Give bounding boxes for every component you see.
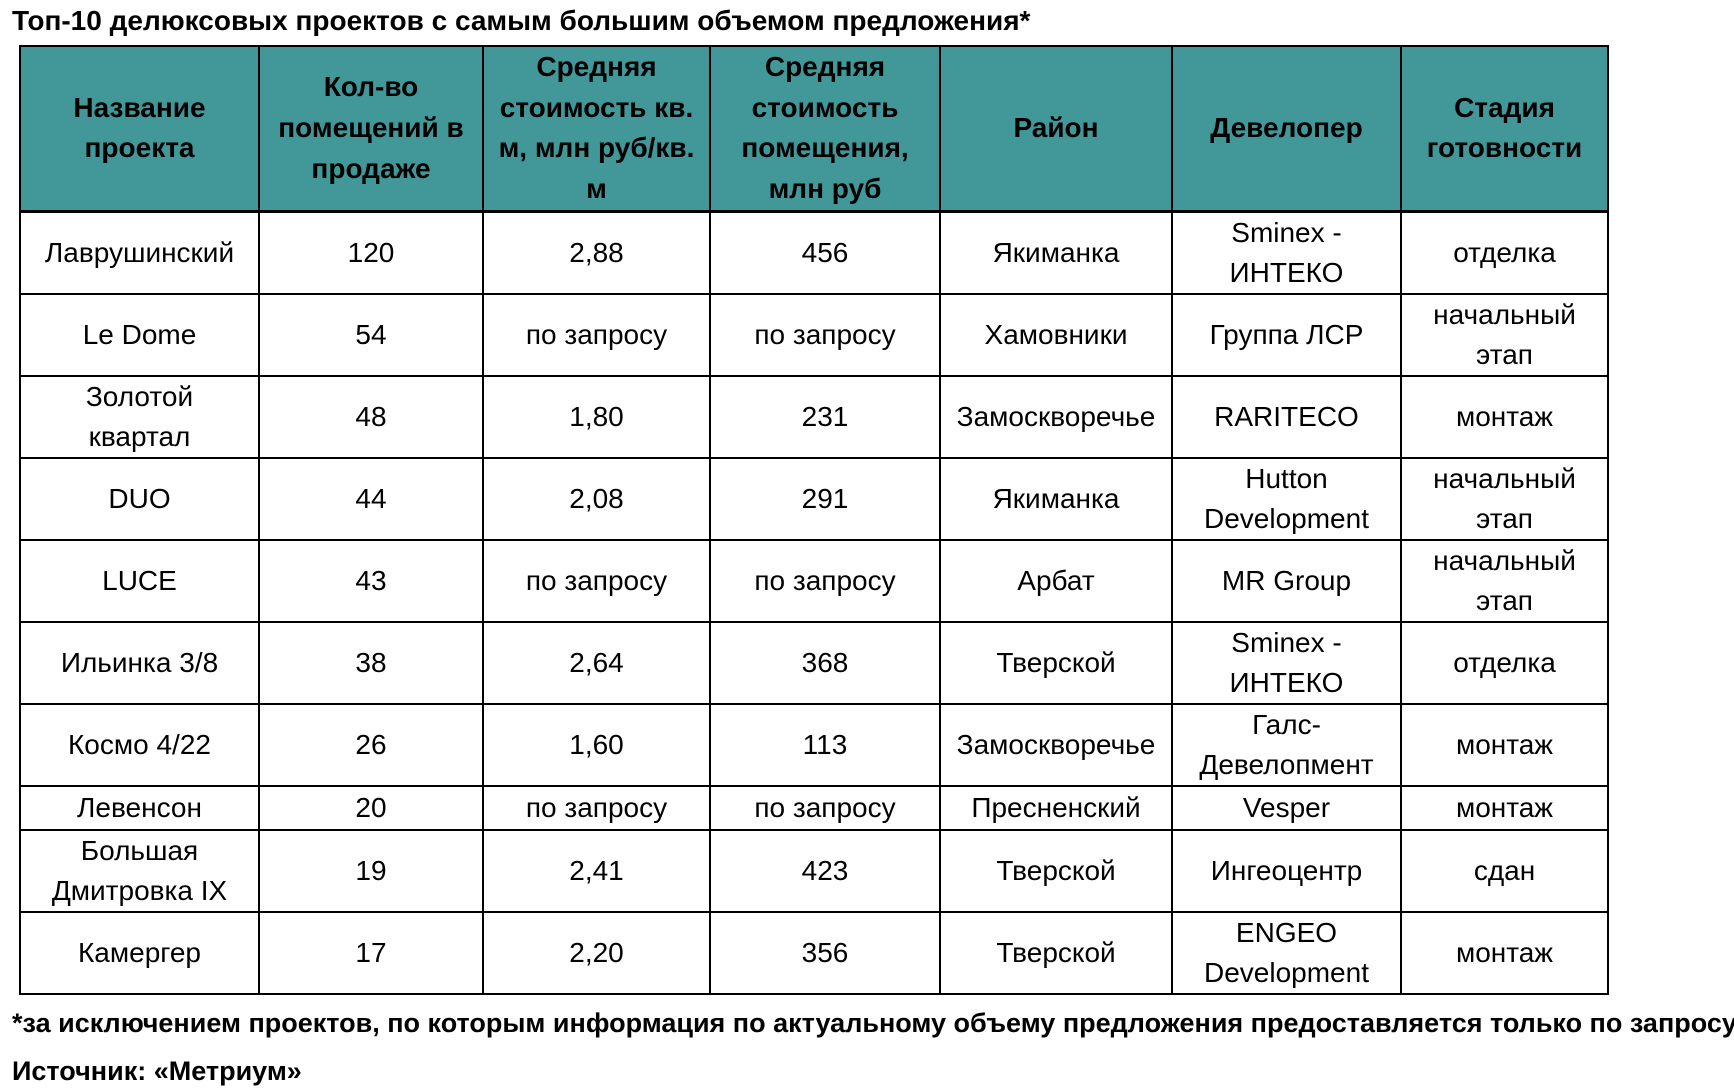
cell-developer: Sminex - ИНТЕКО — [1171, 620, 1402, 705]
cell-units_for_sale: 26 — [258, 702, 484, 788]
cell-avg_unit_price_mln_rub: 231 — [709, 374, 941, 459]
cell-project_name: Большая Дмитровка IX — [19, 828, 260, 914]
cell-avg_unit_price_mln_rub: 456 — [709, 210, 941, 295]
cell-readiness_stage: монтаж — [1400, 911, 1609, 996]
cell-avg_price_per_sqm_mln_rub: 1,80 — [482, 374, 711, 459]
cell-avg_unit_price_mln_rub: 291 — [709, 456, 941, 541]
column-header-project_name: Название проекта — [19, 45, 260, 213]
table-row: Ильинка 3/8 38 2,64 368 Тверской Sminex - ИНТ… — [19, 620, 1609, 705]
cell-readiness_stage: начальный этап — [1400, 292, 1609, 377]
cell-developer: Ингеоцентр — [1171, 828, 1402, 914]
cell-district: Якиманка — [939, 210, 1173, 295]
cell-project_name: DUO — [19, 456, 260, 541]
cell-avg_unit_price_mln_rub: 368 — [709, 620, 941, 705]
cell-avg_unit_price_mln_rub: 423 — [709, 828, 941, 914]
cell-district: Тверской — [939, 620, 1173, 705]
cell-project_name: Ильинка 3/8 — [19, 620, 260, 705]
cell-units_for_sale: 54 — [258, 292, 484, 377]
cell-avg_price_per_sqm_mln_rub: 2,88 — [482, 210, 711, 295]
cell-project_name: Le Dome — [19, 292, 260, 377]
cell-avg_price_per_sqm_mln_rub: 1,60 — [482, 702, 711, 788]
cell-developer: ENGEO Development — [1171, 911, 1402, 996]
cell-avg_unit_price_mln_rub: по запросу — [709, 785, 941, 831]
table-body: Лаврушинский 120 2,88 456 Якиманка Sminex - И… — [19, 210, 1609, 996]
table-header: Название проекта Кол-во помещений в прода… — [19, 45, 1609, 213]
cell-readiness_stage: отделка — [1400, 620, 1609, 705]
table-row: Золотой квартал 48 1,80 231 Замоскворечье RAR… — [19, 374, 1609, 459]
column-header-district: Район — [939, 45, 1173, 213]
header-row: Название проекта Кол-во помещений в прода… — [19, 45, 1609, 213]
cell-avg_unit_price_mln_rub: по запросу — [709, 538, 941, 623]
cell-units_for_sale: 120 — [258, 210, 484, 295]
cell-project_name: LUCE — [19, 538, 260, 623]
cell-project_name: Лаврушинский — [19, 210, 260, 295]
page-title: Топ-10 делюксовых проектов с самым больш… — [12, 5, 1031, 36]
cell-developer: Галс- Девелопмент — [1171, 702, 1402, 788]
cell-readiness_stage: отделка — [1400, 210, 1609, 295]
table-row: Космо 4/22 26 1,60 113 Замоскворечье Галс- Де… — [19, 702, 1609, 788]
cell-district: Замоскворечье — [939, 374, 1173, 459]
cell-developer: Группа ЛСР — [1171, 292, 1402, 377]
cell-units_for_sale: 38 — [258, 620, 484, 705]
cell-project_name: Космо 4/22 — [19, 702, 260, 788]
cell-readiness_stage: монтаж — [1400, 702, 1609, 788]
cell-readiness_stage: монтаж — [1400, 374, 1609, 459]
cell-developer: Vesper — [1171, 785, 1402, 831]
cell-developer: Sminex - ИНТЕКО — [1171, 210, 1402, 295]
cell-avg_price_per_sqm_mln_rub: по запросу — [482, 292, 711, 377]
column-header-developer: Девелопер — [1171, 45, 1402, 213]
cell-units_for_sale: 44 — [258, 456, 484, 541]
cell-district: Якиманка — [939, 456, 1173, 541]
table-row: Большая Дмитровка IX 19 2,41 423 Тверской Инг… — [19, 828, 1609, 914]
column-header-readiness_stage: Стадия готовности — [1400, 45, 1609, 213]
cell-avg_unit_price_mln_rub: 113 — [709, 702, 941, 788]
cell-units_for_sale: 17 — [258, 911, 484, 996]
cell-developer: Hutton Development — [1171, 456, 1402, 541]
top10-projects-table: Название проекта Кол-во помещений в прода… — [19, 45, 1609, 996]
cell-avg_price_per_sqm_mln_rub: по запросу — [482, 785, 711, 831]
cell-avg_price_per_sqm_mln_rub: 2,08 — [482, 456, 711, 541]
column-header-avg_unit_price_mln_rub: Средняя стоимость помещения, млн руб — [709, 45, 941, 213]
cell-avg_price_per_sqm_mln_rub: 2,20 — [482, 911, 711, 996]
cell-readiness_stage: монтаж — [1400, 785, 1609, 831]
column-header-avg_price_per_sqm_mln_rub: Средняя стоимость кв. м, млн руб/кв. м — [482, 45, 711, 213]
table-row: Le Dome 54 по запросу по запросу Хамовники Гр… — [19, 292, 1609, 377]
cell-avg_price_per_sqm_mln_rub: 2,41 — [482, 828, 711, 914]
source-note: Источник: «Метриум» — [12, 1056, 302, 1087]
cell-units_for_sale: 19 — [258, 828, 484, 914]
cell-readiness_stage: начальный этап — [1400, 456, 1609, 541]
cell-readiness_stage: начальный этап — [1400, 538, 1609, 623]
cell-developer: RARITECO — [1171, 374, 1402, 459]
table-row: Лаврушинский 120 2,88 456 Якиманка Sminex - И… — [19, 210, 1609, 295]
cell-district: Замоскворечье — [939, 702, 1173, 788]
cell-avg_price_per_sqm_mln_rub: 2,64 — [482, 620, 711, 705]
cell-units_for_sale: 20 — [258, 785, 484, 831]
cell-project_name: Камергер — [19, 911, 260, 996]
cell-district: Арбат — [939, 538, 1173, 623]
table-row: Камергер 17 2,20 356 Тверской ENGEO Developme… — [19, 911, 1609, 996]
cell-units_for_sale: 48 — [258, 374, 484, 459]
cell-avg_unit_price_mln_rub: 356 — [709, 911, 941, 996]
cell-units_for_sale: 43 — [258, 538, 484, 623]
table-row: LUCE 43 по запросу по запросу Арбат MR Group н… — [19, 538, 1609, 623]
cell-district: Тверской — [939, 828, 1173, 914]
cell-avg_unit_price_mln_rub: по запросу — [709, 292, 941, 377]
footnote: *за исключением проектов, по которым инф… — [12, 1008, 1734, 1039]
cell-project_name: Левенсон — [19, 785, 260, 831]
cell-district: Тверской — [939, 911, 1173, 996]
cell-avg_price_per_sqm_mln_rub: по запросу — [482, 538, 711, 623]
cell-district: Пресненский — [939, 785, 1173, 831]
column-header-units_for_sale: Кол-во помещений в продаже — [258, 45, 484, 213]
cell-readiness_stage: сдан — [1400, 828, 1609, 914]
table-row: Левенсон 20 по запросу по запросу Пресненски… — [19, 785, 1609, 831]
table-row: DUO 44 2,08 291 Якиманка Hutton Development на… — [19, 456, 1609, 541]
cell-developer: MR Group — [1171, 538, 1402, 623]
cell-district: Хамовники — [939, 292, 1173, 377]
cell-project_name: Золотой квартал — [19, 374, 260, 459]
